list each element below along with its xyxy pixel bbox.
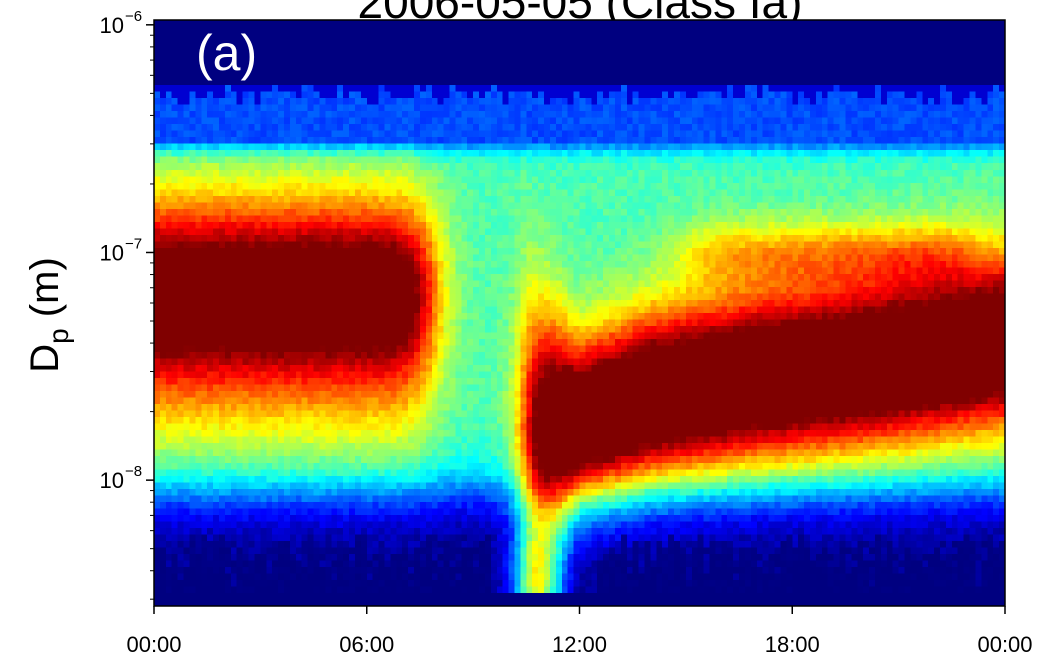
heatmap-image bbox=[154, 20, 1005, 606]
y-tick-label-exponent: −8 bbox=[125, 463, 142, 480]
y-tick-label-exponent: −7 bbox=[125, 235, 142, 252]
x-tick-label: 00:00 bbox=[126, 632, 181, 657]
x-tick-label: 06:00 bbox=[339, 632, 394, 657]
y-tick-label-exponent: −6 bbox=[125, 8, 142, 25]
y-tick-label-base: 10 bbox=[100, 240, 124, 265]
y-axis-label: Dp (m) bbox=[23, 257, 74, 373]
y-tick-label-base: 10 bbox=[100, 468, 124, 493]
y-axis: 10−810−710−6 bbox=[100, 8, 154, 600]
y-tick-label-base: 10 bbox=[100, 13, 124, 38]
panel-label: (a) bbox=[196, 25, 257, 81]
x-tick-label: 12:00 bbox=[552, 632, 607, 657]
x-tick-label: 18:00 bbox=[765, 632, 820, 657]
y-axis-label-unit: (m) bbox=[23, 257, 67, 317]
x-axis: 00:00 06:00 12:00 18:00 00:00 bbox=[126, 606, 1033, 657]
x-tick-label: 00:00 bbox=[977, 632, 1032, 657]
y-axis-label-subscript: p bbox=[43, 328, 74, 344]
y-axis-label-symbol: D bbox=[23, 344, 67, 373]
heatmap-plot-area bbox=[154, 20, 1005, 606]
y-axis-label-spacer bbox=[23, 317, 67, 328]
